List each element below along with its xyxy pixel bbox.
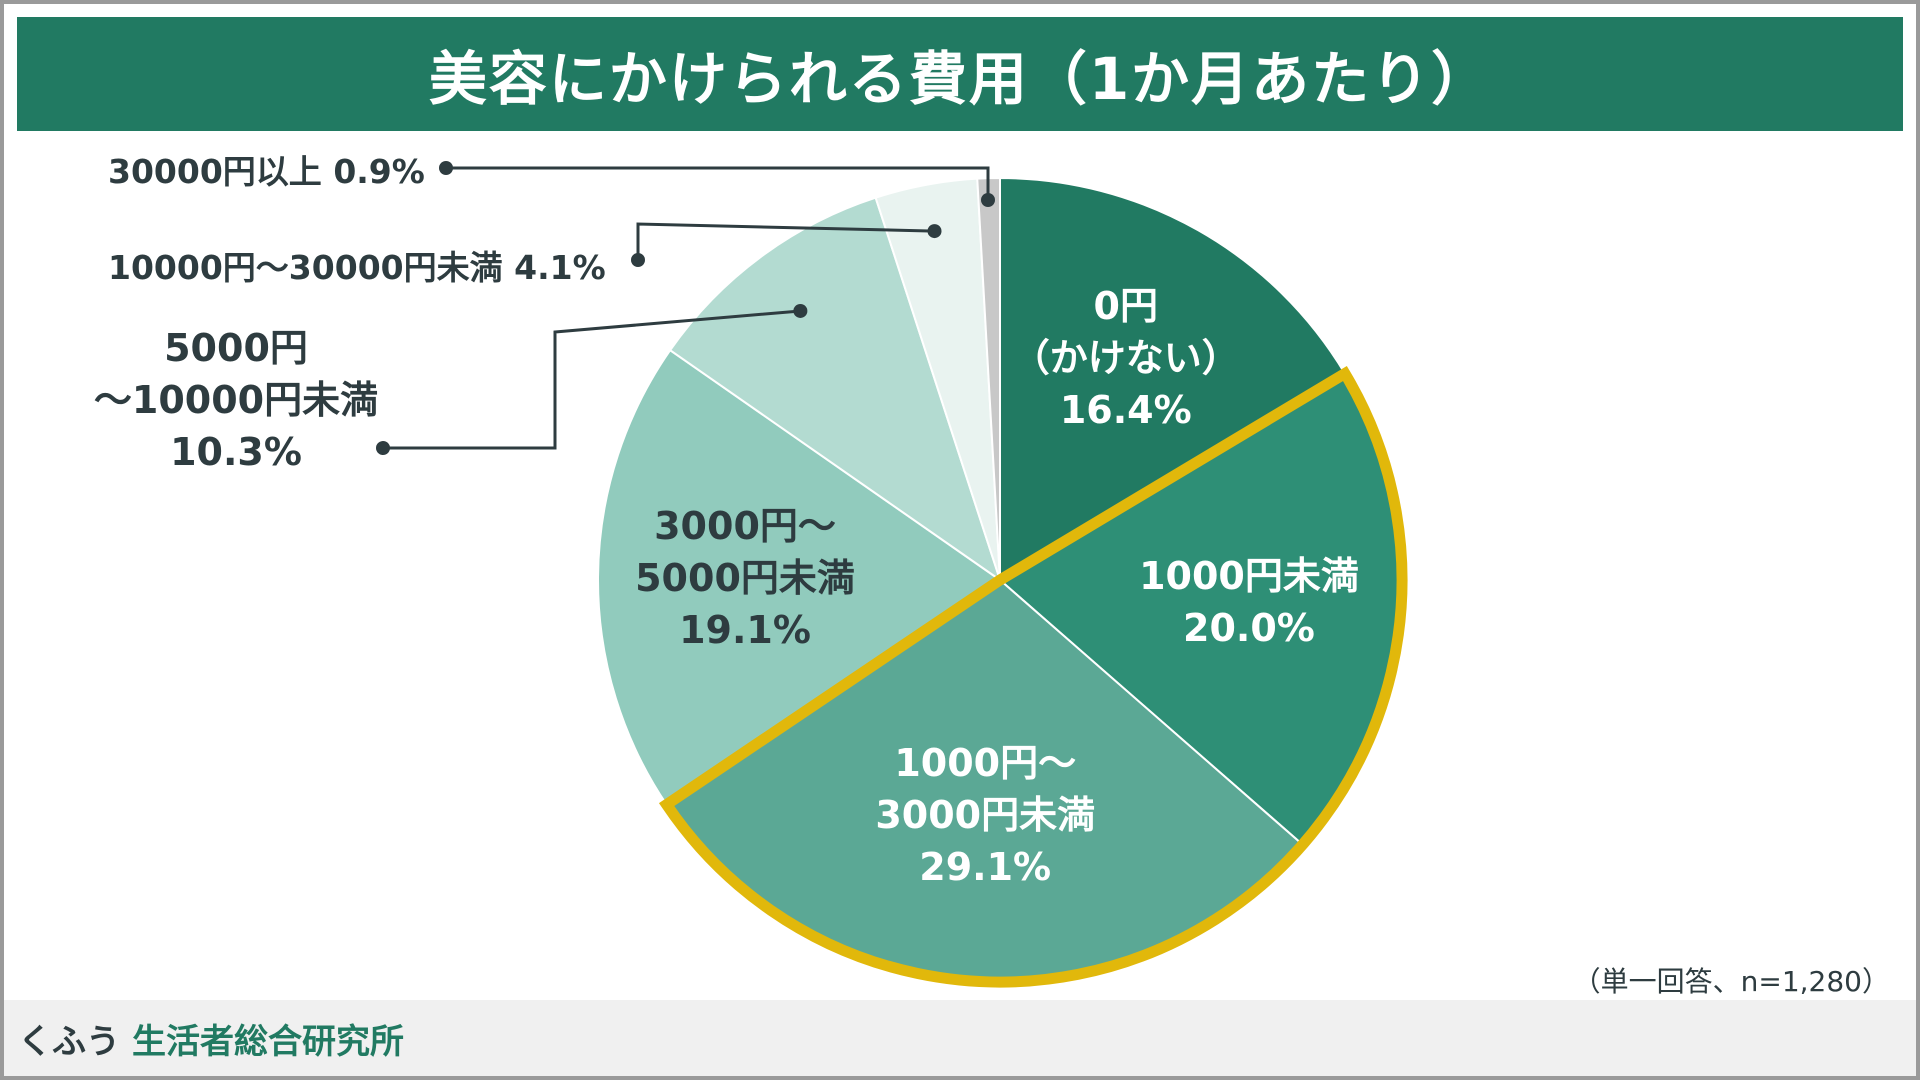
external-label-4-line-1: ～10000円未満 — [93, 378, 379, 422]
leader-dot-label-5 — [631, 253, 645, 267]
highlight-outline — [658, 366, 1408, 988]
leader-dot-label-4 — [376, 441, 390, 455]
slice-label-2-line-0: 1000円～ — [894, 740, 1077, 785]
pie-slice-3 — [597, 348, 1002, 806]
leader-dot-slice-4 — [793, 303, 808, 318]
footer-org: 生活者総合研究所 — [132, 1021, 404, 1062]
external-label-5: 10000円～30000円未満 4.1% — [108, 248, 606, 288]
slice-value-3: 19.1% — [679, 607, 811, 652]
external-label-4-line-0: 5000円 — [164, 326, 308, 370]
leader-dot-label-6 — [439, 161, 453, 175]
slice-value-1: 20.0% — [1183, 606, 1315, 651]
slice-label-2: 1000円～ 3000円未満 29.1% — [875, 737, 1095, 893]
slice-label-3-line-1: 5000円未満 — [635, 555, 855, 600]
slice-label-1-line-0: 1000円未満 — [1139, 554, 1359, 599]
external-label-4: 5000円 ～10000円未満 10.3% — [94, 322, 378, 478]
leader-line-5 — [636, 222, 935, 260]
slice-value-2: 29.1% — [919, 844, 1052, 889]
slice-value-6: 0.9% — [333, 152, 425, 191]
leader-dot-slice-6 — [981, 193, 995, 207]
footer: くふう 生活者総合研究所 — [4, 1000, 1916, 1076]
footer-brand: くふう — [18, 1021, 120, 1062]
slice-value-4: 10.3% — [170, 430, 302, 474]
pie-slice-4 — [668, 196, 1002, 583]
slice-label-2-line-1: 3000円未満 — [875, 792, 1096, 837]
external-label-6: 30000円以上 0.9% — [108, 152, 425, 192]
pie-slice-0 — [999, 176, 1347, 582]
external-label-5-text: 10000円～30000円未満 — [108, 248, 503, 287]
leader-line-4 — [383, 309, 801, 450]
slice-label-1: 1000円未満 20.0% — [1139, 550, 1359, 654]
leader-line-6 — [446, 166, 990, 200]
slice-label-0-line-1: （かけない） — [1011, 336, 1240, 381]
slice-label-0-line-0: 0円 — [1093, 284, 1158, 329]
slice-value-0: 16.4% — [1059, 388, 1192, 433]
slice-label-0: 0円 （かけない） 16.4% — [1012, 280, 1240, 436]
slice-label-3-line-0: 3000円～ — [654, 503, 836, 548]
leader-dot-slice-5 — [927, 224, 942, 239]
slice-label-3: 3000円～ 5000円未満 19.1% — [635, 500, 855, 656]
external-label-6-text: 30000円以上 — [108, 152, 322, 191]
chart-title: 美容にかけられる費用（1か月あたり） — [17, 17, 1903, 131]
sample-note: （単一回答、n=1,280） — [1572, 965, 1890, 998]
slice-value-5: 4.1% — [514, 248, 606, 287]
